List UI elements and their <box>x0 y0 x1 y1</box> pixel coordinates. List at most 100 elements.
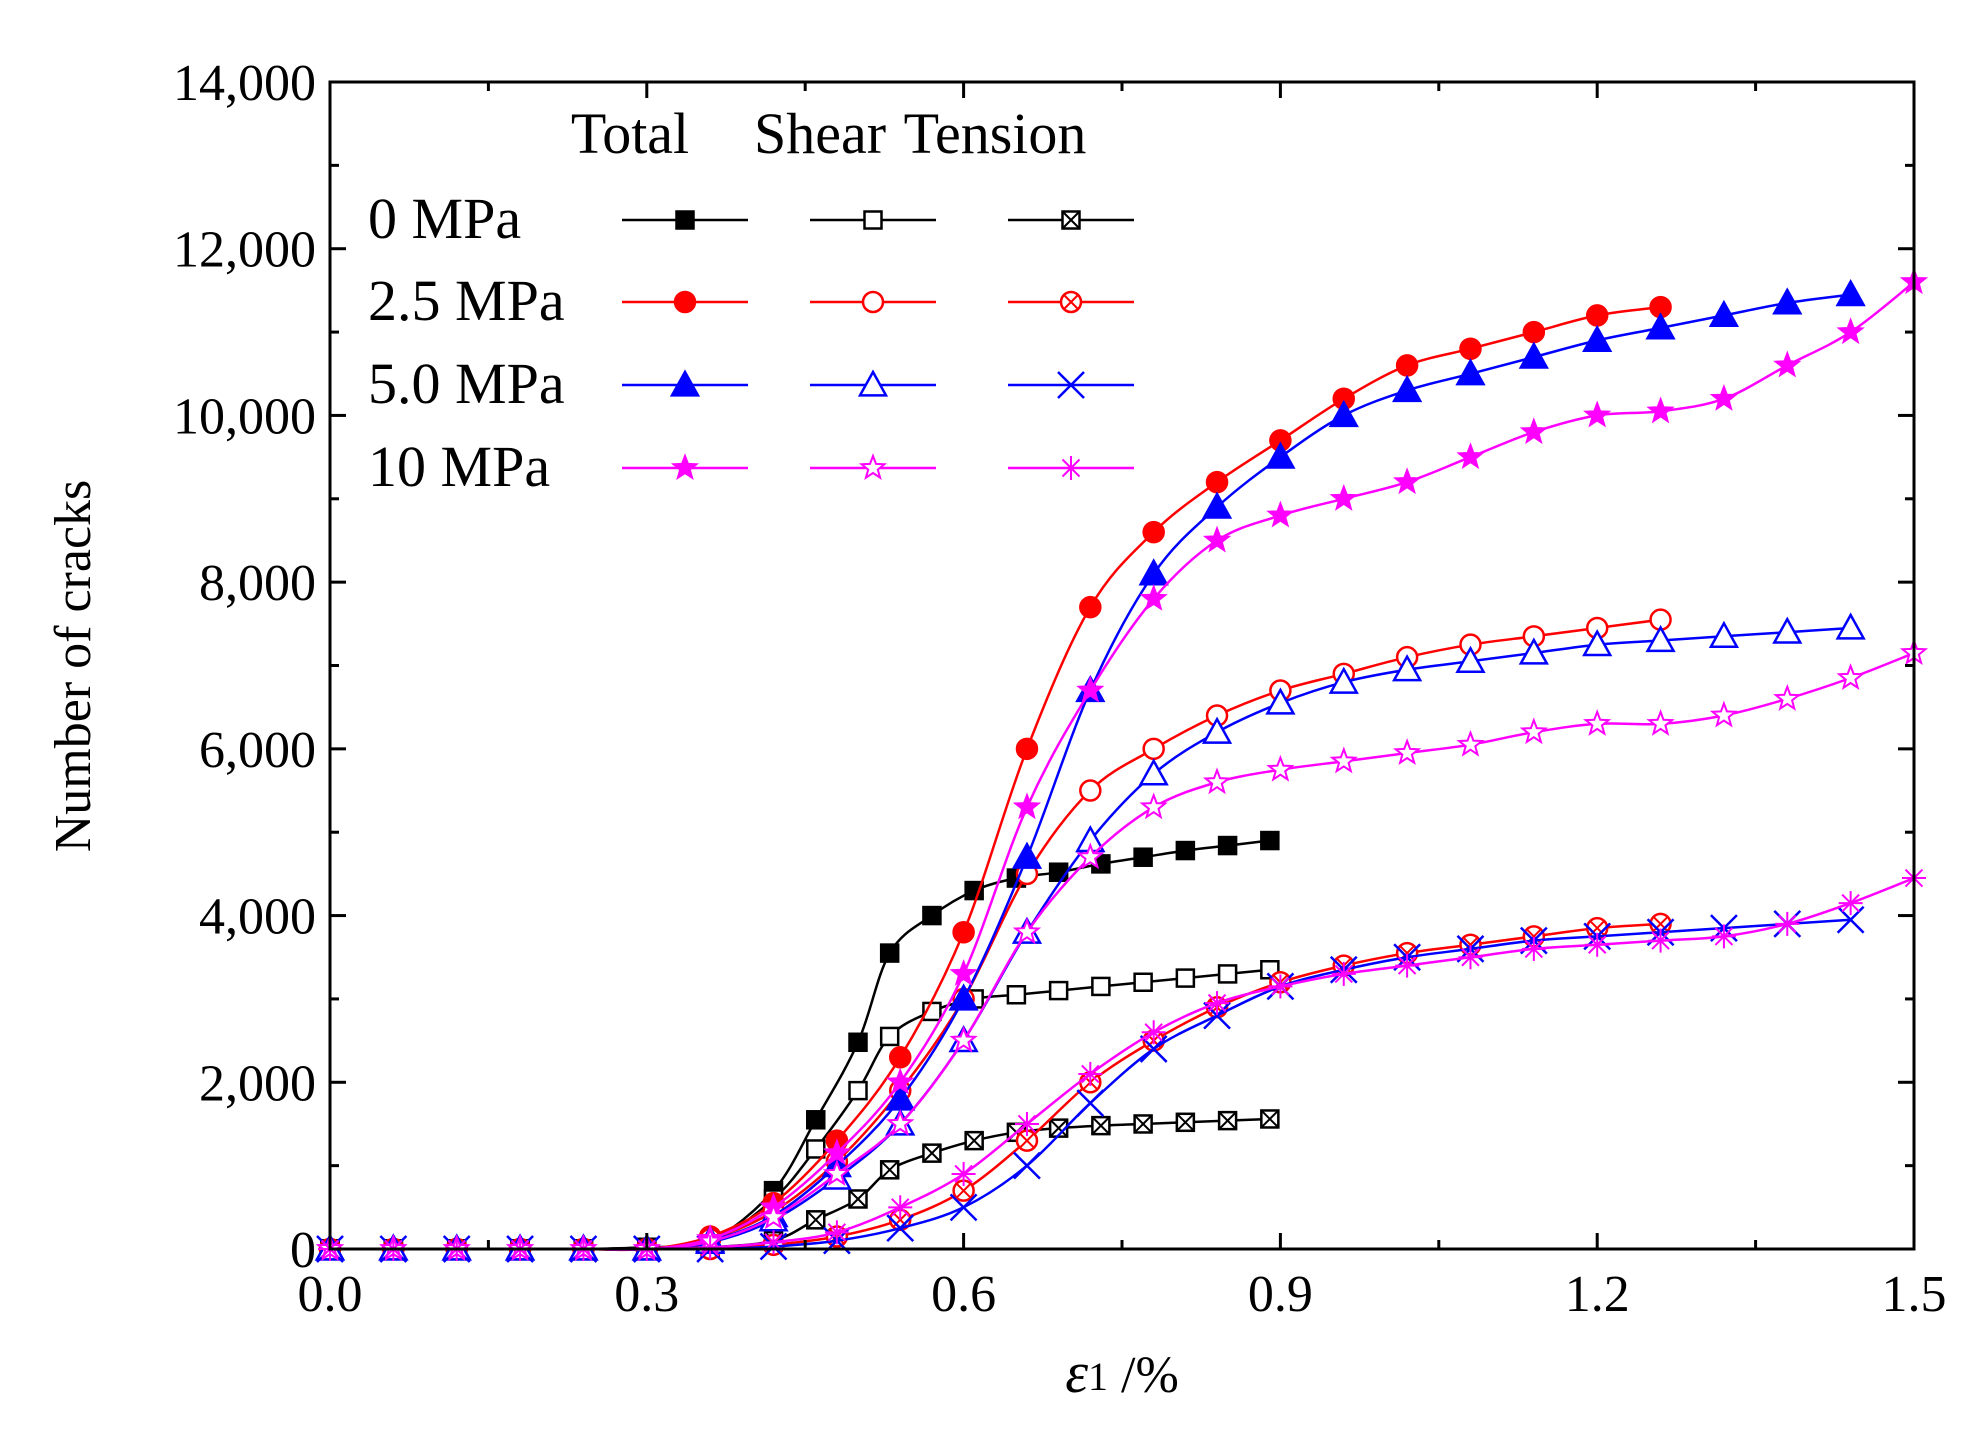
data-point-10-mpa-total <box>1266 500 1295 528</box>
data-point-2-5-mpa-shear <box>1079 779 1102 802</box>
data-point-10-mpa-total <box>822 1138 852 1166</box>
data-point-5-0-mpa-total <box>948 983 979 1011</box>
data-point-0-mpa-tension <box>964 1130 984 1151</box>
data-point-5-0-mpa-total <box>1011 841 1043 869</box>
data-point-5-0-mpa-total <box>1582 324 1613 353</box>
data-point-10-mpa-shear <box>886 1109 915 1137</box>
data-point-10-mpa-shear <box>1773 683 1802 711</box>
data-point-2-5-mpa-total <box>1522 320 1546 344</box>
data-point-10-mpa-shear <box>1456 729 1485 757</box>
data-point-0-mpa-tension <box>806 1210 826 1230</box>
data-point-10-mpa-shear <box>1202 767 1232 795</box>
x-axis-label-unit: /% <box>1108 1347 1179 1404</box>
data-point-10-mpa-tension <box>1458 945 1483 970</box>
data-point-0-mpa-tension <box>1091 1115 1111 1136</box>
data-point-10-mpa-tension <box>1395 953 1420 978</box>
data-point-10-mpa-total <box>1583 400 1612 428</box>
data-point-10-mpa-total <box>1773 350 1802 378</box>
y-tick-label: 6,000 <box>199 722 316 779</box>
legend-marker-sample <box>670 453 700 481</box>
data-point-10-mpa-tension <box>1775 911 1800 936</box>
x-tick-label: 1.2 <box>1565 1266 1630 1323</box>
data-point-5-0-mpa-total <box>1328 399 1359 428</box>
data-point-10-mpa-tension <box>1268 974 1293 999</box>
data-point-0-mpa-total <box>1048 862 1069 882</box>
data-point-0-mpa-tension <box>1260 1109 1280 1129</box>
data-point-10-mpa-shear <box>1709 700 1738 728</box>
data-point-10-mpa-shear <box>1646 709 1675 736</box>
data-point-5-0-mpa-shear <box>1201 716 1233 744</box>
data-point-10-mpa-tension <box>761 1230 786 1255</box>
y-tick-label: 4,000 <box>199 889 316 946</box>
data-point-10-mpa-tension <box>698 1235 723 1260</box>
data-point-10-mpa-tension <box>1648 928 1673 953</box>
data-point-10-mpa-tension <box>1838 891 1863 916</box>
data-point-0-mpa-shear <box>1006 985 1027 1005</box>
data-point-0-mpa-total <box>1260 830 1280 851</box>
data-point-10-mpa-total <box>1519 417 1549 445</box>
data-point-2-5-mpa-total <box>1459 337 1482 360</box>
data-point-5-0-mpa-tension <box>886 1214 915 1243</box>
data-point-2-5-mpa-total <box>888 1046 912 1069</box>
legend-row-label: 2.5 MPa <box>368 268 565 333</box>
data-point-10-mpa-total <box>886 1067 915 1095</box>
data-point-10-mpa-shear <box>1836 663 1865 691</box>
legend-marker-sample <box>861 290 885 314</box>
data-point-10-mpa-shear <box>1266 754 1295 782</box>
data-point-10-mpa-total <box>1076 675 1105 703</box>
data-point-2-5-mpa-total <box>1015 737 1039 761</box>
data-point-10-mpa-tension <box>1585 932 1610 957</box>
data-point-0-mpa-shear <box>806 1139 826 1159</box>
data-point-0-mpa-shear <box>848 1080 868 1101</box>
data-point-5-0-mpa-total <box>1455 358 1486 386</box>
y-tick-label: 14,000 <box>173 55 316 112</box>
data-point-0-mpa-shear <box>1217 964 1238 984</box>
x-tick-label: 1.5 <box>1882 1266 1947 1323</box>
data-point-5-0-mpa-shear <box>1391 654 1423 682</box>
data-point-10-mpa-tension <box>1711 924 1736 949</box>
data-point-10-mpa-tension <box>1141 1020 1166 1045</box>
data-point-5-0-mpa-total <box>1835 278 1866 307</box>
y-tick-label: 2,000 <box>199 1055 316 1112</box>
y-tick-label: 12,000 <box>173 222 316 279</box>
data-point-5-0-mpa-total <box>1772 287 1803 315</box>
legend-row-label: 5.0 MPa <box>368 351 565 416</box>
data-point-2-5-mpa-total <box>1079 595 1102 619</box>
legend-marker-sample <box>858 453 888 481</box>
data-point-5-0-mpa-shear <box>1772 616 1803 644</box>
legend-marker-sample <box>857 369 889 397</box>
data-point-10-mpa-total <box>1456 442 1485 470</box>
data-point-10-mpa-tension <box>1331 961 1356 986</box>
data-point-5-0-mpa-total <box>1201 491 1233 519</box>
data-point-5-0-mpa-total <box>1518 341 1549 369</box>
legend-marker-sample <box>1059 290 1083 314</box>
legend-marker-sample <box>1059 456 1083 480</box>
data-point-10-mpa-total <box>1836 317 1865 345</box>
data-point-2-5-mpa-total <box>952 920 975 944</box>
data-point-0-mpa-tension <box>879 1160 900 1180</box>
data-point-10-mpa-shear <box>1393 738 1422 765</box>
data-point-10-mpa-total <box>1012 792 1042 820</box>
data-point-5-0-mpa-shear <box>1645 624 1676 653</box>
data-point-10-mpa-total <box>949 959 978 986</box>
data-point-10-mpa-total <box>1139 583 1168 611</box>
data-point-5-0-mpa-total <box>1391 374 1423 403</box>
data-point-10-mpa-total <box>1709 383 1739 411</box>
data-point-5-0-mpa-total <box>1708 299 1740 328</box>
y-tick-label: 0 <box>290 1222 316 1279</box>
data-point-0-mpa-total <box>879 943 900 963</box>
data-point-2-5-mpa-total <box>1395 354 1419 377</box>
x-tick-label: 0.3 <box>614 1266 679 1323</box>
data-point-10-mpa-tension <box>1014 1111 1039 1136</box>
data-point-10-mpa-shear <box>1583 709 1612 736</box>
data-point-10-mpa-shear <box>822 1159 852 1187</box>
data-point-10-mpa-tension <box>951 1161 976 1186</box>
legend-row-label: 10 MPa <box>368 434 550 499</box>
data-point-0-mpa-total <box>1175 840 1196 861</box>
data-point-5-0-mpa-shear <box>1455 645 1486 673</box>
data-point-0-mpa-shear <box>1091 976 1111 997</box>
y-axis-label: Number of cracks <box>45 480 102 853</box>
data-point-5-0-mpa-total <box>1645 312 1676 340</box>
data-point-10-mpa-shear <box>1012 917 1042 945</box>
